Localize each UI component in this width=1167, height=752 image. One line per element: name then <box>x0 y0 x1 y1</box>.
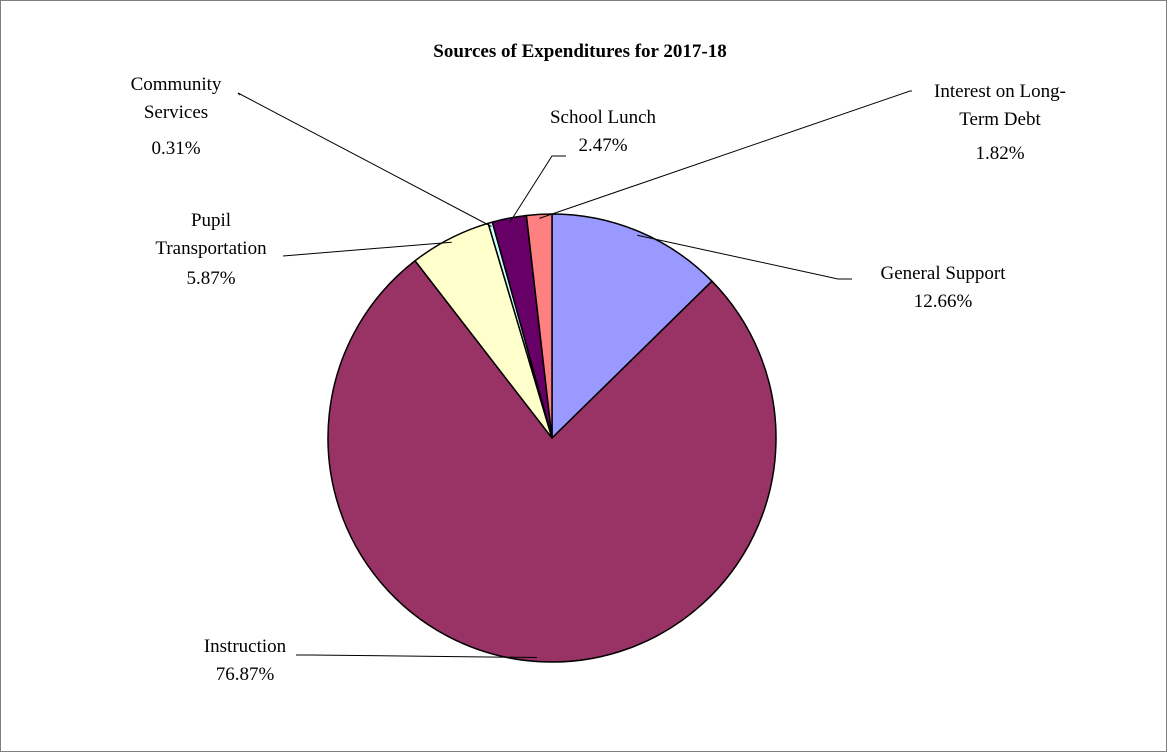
slice-value-label: 1.82% <box>975 143 1024 164</box>
pie-slice-instruction <box>327 260 777 663</box>
slice-name-label: Instruction <box>204 636 287 657</box>
slice-value-label: 5.87% <box>186 268 235 289</box>
slice-name-label: Pupil <box>191 210 231 231</box>
slice-value-label: 76.87% <box>216 664 275 685</box>
leader-line <box>237 92 492 227</box>
leader-line <box>637 234 852 280</box>
slice-value-label: 12.66% <box>914 291 973 312</box>
slice-name-label: School Lunch <box>550 107 657 128</box>
leader-line <box>539 90 912 219</box>
slice-labels: General Support 12.66% Instruction 76.87% Pu… <box>131 74 1066 685</box>
slice-value-label: 2.47% <box>578 135 627 156</box>
slice-value-label: 0.31% <box>151 138 200 159</box>
pie-slice-general-support <box>551 213 713 439</box>
slice-name-label: General Support <box>880 263 1006 284</box>
slice-name-label: Interest on Long- <box>934 81 1066 102</box>
leader-line <box>282 241 452 257</box>
pie-slices <box>327 213 777 663</box>
slice-name-label: Term Debt <box>959 109 1041 130</box>
slice-name-label: Community <box>131 74 222 95</box>
slice-name-label: Services <box>144 102 208 123</box>
leader-line <box>509 155 566 223</box>
leader-lines <box>237 90 912 658</box>
chart-title: Sources of Expenditures for 2017-18 <box>433 41 726 62</box>
leader-line <box>296 654 537 658</box>
slice-name-label: Transportation <box>155 238 267 259</box>
